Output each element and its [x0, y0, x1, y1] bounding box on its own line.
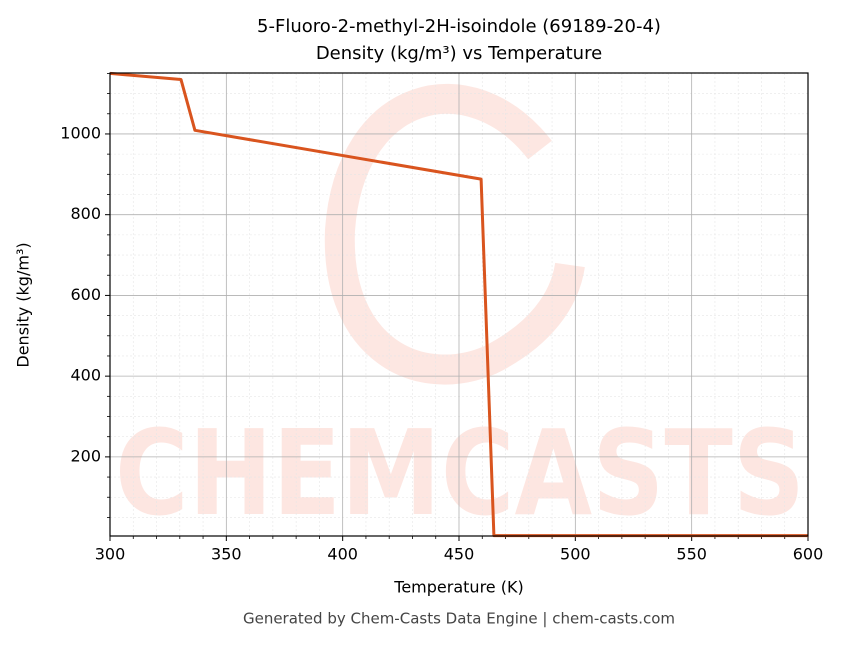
- x-tick-label: 500: [560, 545, 591, 564]
- y-axis-label: Density (kg/m³): [14, 242, 33, 367]
- watermark-text: CHEMCASTS: [115, 404, 805, 542]
- y-tick-label: 400: [70, 366, 101, 385]
- x-tick-label: 350: [211, 545, 242, 564]
- y-tick-label: 800: [70, 204, 101, 223]
- x-tick-label: 550: [676, 545, 707, 564]
- y-tick-label: 1000: [60, 123, 101, 142]
- chart-title: 5-Fluoro-2-methyl-2H-isoindole (69189-20…: [257, 16, 661, 37]
- footer: Generated by Chem-Casts Data Engine | ch…: [243, 610, 675, 628]
- watermark-logo: [324, 83, 585, 385]
- y-tick-label: 200: [70, 446, 101, 465]
- x-tick-label: 300: [95, 545, 126, 564]
- watermark-group: CHEMCASTS: [115, 83, 805, 542]
- plot-frame: [109, 72, 809, 537]
- x-tick-label: 400: [327, 545, 358, 564]
- y-tick-label: 600: [70, 285, 101, 304]
- x-axis-label: Temperature (K): [393, 578, 523, 597]
- x-tick-label: 450: [444, 545, 475, 564]
- chart-subtitle: Density (kg/m³) vs Temperature: [316, 43, 602, 64]
- x-tick-label: 600: [793, 545, 824, 564]
